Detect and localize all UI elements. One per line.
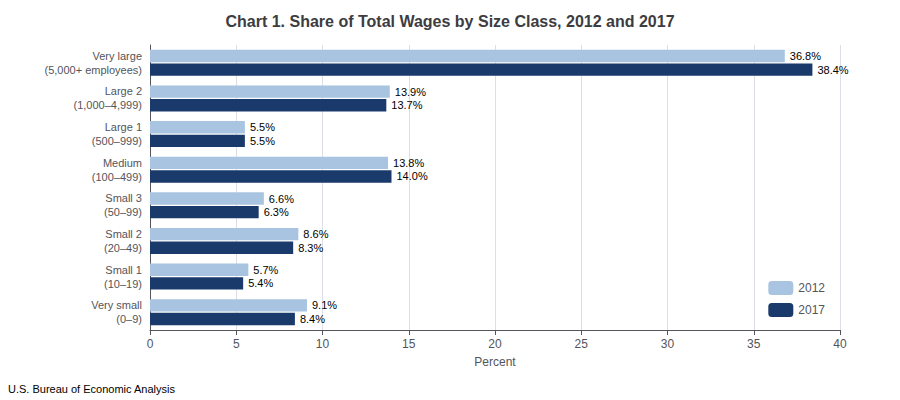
svg-text:Small 1: Small 1 [105, 264, 142, 276]
svg-text:38.4%: 38.4% [817, 64, 848, 76]
svg-text:(0–9): (0–9) [116, 313, 142, 325]
svg-text:Small 3: Small 3 [105, 192, 142, 204]
svg-text:(10–19): (10–19) [104, 278, 142, 290]
svg-text:2012: 2012 [798, 281, 825, 295]
svg-text:5.4%: 5.4% [248, 277, 273, 289]
svg-text:(1,000–4,999): (1,000–4,999) [74, 99, 143, 111]
svg-text:(5,000+ employees): (5,000+ employees) [44, 64, 142, 76]
svg-text:25: 25 [575, 337, 589, 351]
svg-text:13.9%: 13.9% [395, 86, 426, 98]
svg-text:Percent: Percent [474, 355, 516, 369]
svg-text:(20–49): (20–49) [104, 242, 142, 254]
svg-text:Large 1: Large 1 [105, 121, 142, 133]
svg-text:36.8%: 36.8% [790, 50, 821, 62]
svg-text:9.1%: 9.1% [312, 299, 337, 311]
svg-text:5.5%: 5.5% [250, 121, 275, 133]
svg-text:Small 2: Small 2 [105, 228, 142, 240]
svg-text:(500–999): (500–999) [92, 135, 142, 147]
svg-text:30: 30 [661, 337, 675, 351]
svg-text:35: 35 [747, 337, 761, 351]
svg-text:8.3%: 8.3% [298, 242, 323, 254]
svg-text:2017: 2017 [798, 303, 825, 317]
svg-text:6.6%: 6.6% [269, 193, 294, 205]
svg-text:Very small: Very small [91, 299, 142, 311]
svg-text:Medium: Medium [103, 157, 142, 169]
svg-text:5: 5 [233, 337, 240, 351]
svg-text:Chart 1. Share of Total Wages: Chart 1. Share of Total Wages by Size Cl… [225, 13, 674, 30]
svg-text:(100–499): (100–499) [92, 171, 142, 183]
svg-text:Very large: Very large [92, 50, 142, 62]
svg-text:5.5%: 5.5% [250, 135, 275, 147]
svg-text:14.0%: 14.0% [397, 170, 428, 182]
svg-text:5.7%: 5.7% [253, 264, 278, 276]
svg-text:8.4%: 8.4% [300, 313, 325, 325]
svg-text:U.S. Bureau of Economic Analys: U.S. Bureau of Economic Analysis [8, 383, 175, 395]
svg-text:10: 10 [316, 337, 330, 351]
svg-text:(50–99): (50–99) [104, 206, 142, 218]
svg-text:8.6%: 8.6% [303, 228, 328, 240]
svg-text:13.8%: 13.8% [393, 157, 424, 169]
svg-text:6.3%: 6.3% [264, 206, 289, 218]
svg-text:13.7%: 13.7% [391, 99, 422, 111]
svg-text:20: 20 [488, 337, 502, 351]
svg-text:0: 0 [147, 337, 154, 351]
svg-text:15: 15 [402, 337, 416, 351]
svg-text:40: 40 [833, 337, 847, 351]
svg-text:Large 2: Large 2 [105, 85, 142, 97]
